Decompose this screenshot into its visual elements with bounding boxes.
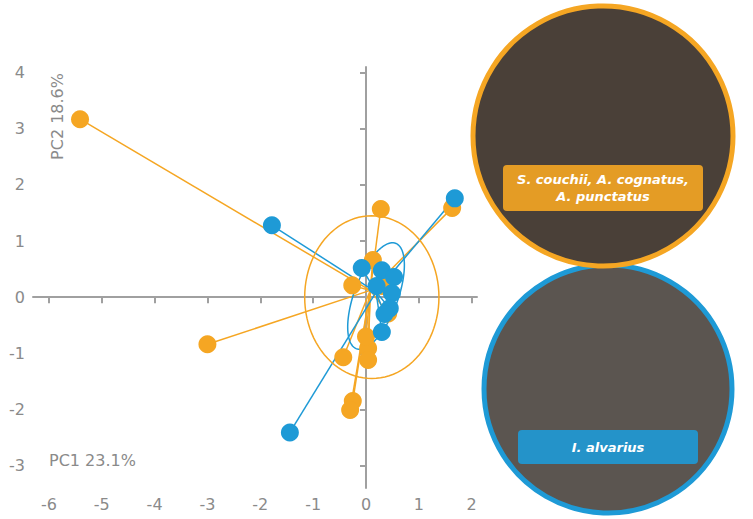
- svg-text:-4: -4: [147, 495, 163, 514]
- svg-text:0: 0: [15, 288, 25, 307]
- svg-text:-2: -2: [9, 400, 25, 419]
- svg-text:PC2 18.6%: PC2 18.6%: [48, 73, 67, 160]
- svg-text:-1: -1: [305, 495, 321, 514]
- svg-text:-3: -3: [199, 495, 215, 514]
- svg-text:PC1 23.1%: PC1 23.1%: [49, 451, 136, 470]
- svg-text:-5: -5: [94, 495, 110, 514]
- svg-text:3: 3: [15, 119, 25, 138]
- svg-text:2: 2: [467, 495, 477, 514]
- svg-text:1: 1: [15, 232, 25, 251]
- svg-text:1: 1: [414, 495, 424, 514]
- svg-text:-2: -2: [252, 495, 268, 514]
- svg-text:-1: -1: [9, 344, 25, 363]
- svg-text:I. alvarius: I. alvarius: [572, 440, 645, 455]
- svg-text:-3: -3: [9, 456, 25, 475]
- svg-text:0: 0: [361, 495, 371, 514]
- svg-text:-6: -6: [41, 495, 57, 514]
- svg-text:A. punctatus: A. punctatus: [555, 189, 650, 204]
- svg-text:4: 4: [15, 63, 25, 82]
- svg-text:2: 2: [15, 175, 25, 194]
- svg-text:S. couchii, A. cognatus,: S. couchii, A. cognatus,: [517, 172, 689, 187]
